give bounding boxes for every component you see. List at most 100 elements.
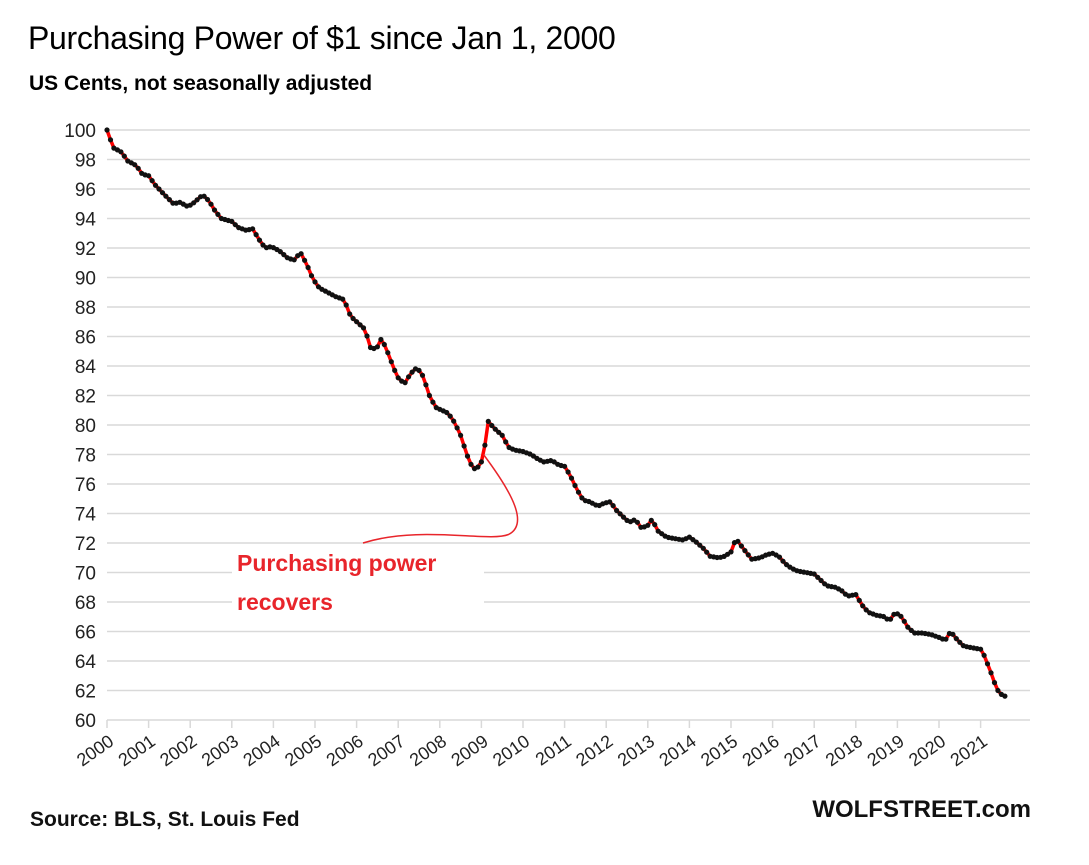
x-tick-label: 2014	[655, 731, 699, 770]
data-point	[392, 367, 398, 373]
data-point	[887, 616, 894, 622]
y-tick-label: 98	[75, 151, 96, 172]
data-point	[468, 461, 474, 467]
data-series	[104, 127, 1008, 699]
data-point	[568, 475, 575, 481]
data-point	[614, 507, 620, 514]
annotation-leader-line	[362, 454, 519, 544]
y-tick-label: 66	[75, 623, 96, 644]
data-point	[981, 652, 987, 658]
y-tick-label: 70	[75, 564, 96, 585]
data-point	[256, 237, 263, 243]
brand-watermark: WOLFSTREET.com	[812, 796, 1031, 823]
x-tick-label: 2010	[489, 731, 533, 770]
data-point	[416, 367, 422, 373]
x-tick-label: 2016	[739, 731, 783, 770]
data-point	[492, 426, 498, 432]
x-tick-label: 2005	[281, 731, 325, 770]
data-point	[451, 418, 457, 424]
data-point	[863, 607, 869, 613]
x-tick-label: 2013	[614, 731, 658, 770]
data-point	[374, 344, 380, 350]
y-tick-label: 100	[64, 121, 96, 142]
data-point	[454, 425, 460, 431]
data-point	[277, 249, 283, 255]
data-point	[943, 636, 949, 642]
data-point	[298, 251, 304, 257]
data-point	[652, 522, 658, 528]
data-point	[381, 341, 387, 348]
data-point	[839, 588, 845, 594]
data-point	[260, 242, 266, 248]
x-tick-label: 2009	[447, 731, 491, 770]
data-point	[485, 418, 491, 424]
data-point	[444, 409, 450, 416]
data-point	[201, 193, 207, 199]
data-point	[107, 137, 114, 143]
chart-subtitle: US Cents, not seasonally adjusted	[29, 72, 373, 95]
data-point	[458, 432, 464, 438]
x-tick-label: 2008	[406, 731, 450, 770]
data-point	[496, 429, 502, 435]
y-tick-label: 78	[75, 446, 96, 467]
y-axis-ticks: 60 62 64 66 68 70 72 74 76 78 80 82 84 86 88 90 92 94 96 98…	[64, 121, 96, 732]
data-point	[634, 519, 641, 525]
data-point	[988, 670, 994, 676]
data-point	[426, 392, 432, 399]
data-point	[121, 153, 127, 159]
x-tick-label: 2019	[863, 731, 907, 770]
y-tick-label: 76	[75, 475, 96, 496]
data-point	[995, 687, 1001, 694]
x-tick-label: 2004	[239, 731, 283, 770]
data-point	[700, 545, 706, 551]
data-point	[204, 196, 211, 203]
data-point	[402, 380, 408, 386]
data-point	[447, 413, 453, 419]
x-tick-label: 2006	[323, 731, 367, 770]
data-point	[856, 597, 862, 604]
data-point	[780, 558, 786, 564]
data-point	[156, 186, 162, 192]
data-point	[464, 453, 471, 459]
data-point	[953, 636, 959, 642]
annotation-text-line1: Purchasing power	[237, 550, 436, 576]
data-point	[281, 252, 287, 258]
x-tick-label: 2017	[780, 731, 824, 770]
data-point	[978, 646, 984, 652]
data-point	[305, 264, 311, 271]
data-point	[406, 374, 412, 380]
data-point	[308, 273, 315, 279]
data-point	[735, 538, 741, 544]
x-tick-label: 2018	[822, 731, 866, 770]
x-tick-label: 2000	[73, 731, 117, 770]
data-point	[419, 372, 426, 378]
y-tick-label: 68	[75, 593, 96, 614]
y-tick-label: 62	[75, 682, 96, 703]
data-point	[135, 165, 141, 171]
y-tick-label: 92	[75, 239, 96, 260]
data-point	[475, 464, 481, 470]
data-point	[340, 296, 346, 302]
source-note: Source: BLS, St. Louis Fed	[30, 808, 300, 831]
y-tick-label: 90	[75, 269, 96, 290]
annotation-box	[232, 547, 484, 617]
data-point	[503, 439, 509, 445]
data-point	[860, 603, 866, 609]
y-tick-label: 82	[75, 387, 96, 408]
data-point	[461, 443, 467, 449]
data-point	[950, 631, 956, 637]
data-point	[364, 333, 370, 339]
data-point	[704, 549, 710, 555]
data-point	[738, 543, 745, 549]
data-point	[132, 162, 138, 168]
data-point	[905, 624, 911, 630]
data-point	[250, 226, 256, 232]
data-point	[610, 503, 616, 509]
y-tick-label: 84	[75, 357, 97, 378]
data-point	[693, 539, 699, 545]
chart-title: Purchasing Power of $1 since Jan 1, 2000	[28, 20, 616, 56]
data-point	[347, 311, 353, 317]
data-point	[645, 522, 651, 528]
y-tick-label: 86	[75, 328, 96, 349]
